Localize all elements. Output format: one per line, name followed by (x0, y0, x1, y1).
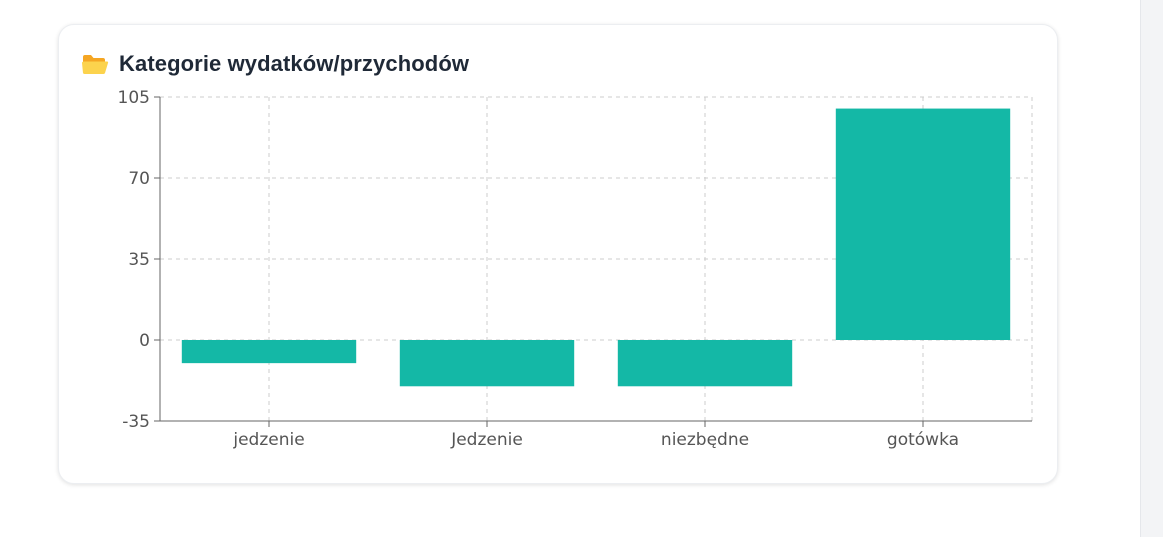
y-tick-label: 105 (118, 88, 150, 108)
folder-open-icon (81, 52, 109, 76)
x-tick-label: gotówka (887, 430, 959, 450)
y-tick-label: 0 (139, 331, 150, 351)
y-tick-label: 35 (128, 250, 150, 270)
bar-chart: -35 0 35 70 105 jedzenie Jedzenie niezbędne got… (118, 88, 1033, 450)
x-tick-label: niezbędne (661, 430, 749, 450)
bar-0[interactable] (181, 340, 357, 364)
y-tick-label: -35 (122, 412, 150, 432)
category-chart-card: Kategorie wydatków/przychodów -35 0 35 70 10… (58, 24, 1058, 484)
bar-3[interactable] (835, 108, 1011, 340)
card-header: Kategorie wydatków/przychodów (81, 49, 469, 79)
bar-2[interactable] (617, 340, 793, 387)
scrollbar-track[interactable] (1140, 0, 1163, 537)
chart-bars (181, 108, 1011, 387)
y-tick-label: 70 (128, 169, 150, 189)
bar-1[interactable] (399, 340, 575, 387)
x-axis-ticks: jedzenie Jedzenie niezbędne gotówka (232, 421, 959, 450)
card-title: Kategorie wydatków/przychodów (119, 51, 470, 76)
x-tick-label: jedzenie (232, 430, 304, 450)
x-tick-label: Jedzenie (450, 430, 523, 450)
y-axis-ticks: -35 0 35 70 105 (118, 88, 160, 432)
